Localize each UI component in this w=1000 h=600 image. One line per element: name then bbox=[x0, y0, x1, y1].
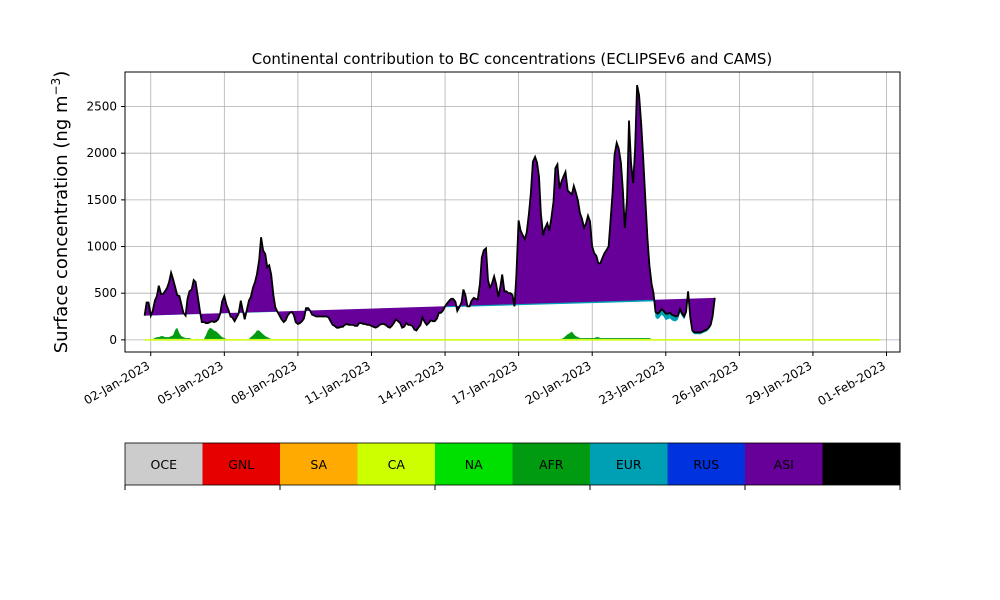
legend-swatch-ca bbox=[357, 443, 436, 485]
legend-label-na: NA bbox=[465, 457, 483, 472]
legend-label-ca: CA bbox=[388, 457, 406, 472]
y-axis-label-text: Surface concentration (ng m bbox=[51, 95, 72, 353]
y-tick-label: 2000 bbox=[86, 146, 117, 160]
x-tick-label: 02-Jan-2023 bbox=[81, 358, 152, 407]
x-tick-label: 17-Jan-2023 bbox=[449, 358, 520, 407]
legend-label-eur: EUR bbox=[616, 457, 642, 472]
legend-swatch-na bbox=[435, 443, 513, 485]
legend-swatch-asi bbox=[745, 443, 823, 485]
series-total-line bbox=[143, 84, 716, 334]
legend-label-gnl: GNL bbox=[228, 457, 254, 472]
y-tick-label: 1000 bbox=[86, 240, 117, 254]
legend-label-aus: AUS bbox=[848, 457, 874, 472]
legend-label-sa: SA bbox=[310, 457, 327, 472]
legend-frame bbox=[124, 442, 901, 486]
legend-label-afr: AFR bbox=[539, 457, 564, 472]
x-tick-label: 05-Jan-2023 bbox=[155, 358, 226, 407]
x-tick-label: 14-Jan-2023 bbox=[376, 358, 447, 407]
series-areas bbox=[143, 84, 881, 341]
y-tick-label: 2500 bbox=[86, 100, 117, 114]
series-asi-area bbox=[144, 85, 715, 333]
series-na-area bbox=[144, 333, 771, 339]
legend-swatch-eur bbox=[590, 443, 668, 485]
legend-swatch-afr bbox=[512, 443, 591, 485]
x-tick-label: 01-Feb-2023 bbox=[815, 358, 888, 408]
y-tick-label: 500 bbox=[94, 286, 117, 300]
x-tick-label: 23-Jan-2023 bbox=[597, 358, 668, 407]
plot-frame bbox=[124, 71, 901, 353]
legend-label-asi: ASI bbox=[774, 457, 794, 472]
y-axis-label: Surface concentration (ng m−3) bbox=[49, 71, 72, 354]
x-tick-label: 11-Jan-2023 bbox=[302, 358, 373, 407]
series-afr-area bbox=[144, 327, 760, 339]
y-axis: 0 500 1000 1500 2000 2500 bbox=[86, 100, 125, 347]
legend-label-oce: OCE bbox=[151, 457, 178, 472]
legend-label-rus: RUS bbox=[693, 457, 719, 472]
legend-swatch-rus bbox=[667, 443, 746, 485]
legend-swatch-sa bbox=[280, 443, 358, 485]
x-tick-label: 20-Jan-2023 bbox=[523, 358, 594, 407]
y-axis-label-exponent: −3 bbox=[49, 78, 63, 96]
y-axis-label-suffix: ) bbox=[51, 71, 72, 78]
region-legend: OCE GNL SA CA NA AFR EUR RUS ASI AUS bbox=[124, 442, 901, 490]
x-tick-label: 08-Jan-2023 bbox=[229, 358, 300, 407]
legend-swatch-aus bbox=[822, 443, 901, 485]
x-axis: 02-Jan-2023 05-Jan-2023 08-Jan-2023 11-Jan-… bbox=[81, 352, 888, 408]
y-tick-label: 1500 bbox=[86, 193, 117, 207]
legend-swatch-oce bbox=[125, 443, 203, 485]
chart-title: Continental contribution to BC concentra… bbox=[252, 50, 773, 68]
x-tick-label: 29-Jan-2023 bbox=[744, 358, 815, 407]
plot-area: 0 500 1000 1500 2000 2500 02-Jan-2023 05-Jan-2… bbox=[81, 71, 901, 408]
y-tick-label: 0 bbox=[109, 333, 117, 347]
legend-swatch-gnl bbox=[202, 443, 281, 485]
x-tick-label: 26-Jan-2023 bbox=[670, 358, 741, 407]
